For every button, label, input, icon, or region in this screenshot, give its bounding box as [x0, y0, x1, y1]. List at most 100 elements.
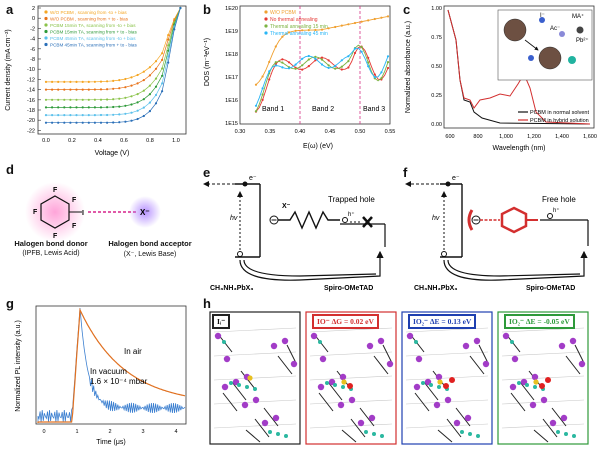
panel-b-xlabel: E(ω) (eV)	[303, 143, 333, 150]
fullerene-icon	[503, 18, 527, 42]
panel-b-curves	[254, 15, 390, 113]
panel-g-air-curve	[37, 307, 186, 423]
hv-label: hv	[432, 215, 440, 222]
panel-b-ytick: 1E18	[225, 52, 238, 58]
panel-a-series	[46, 7, 181, 83]
free-hole-dot	[547, 213, 553, 219]
panel-a-ytick: -18	[27, 108, 35, 114]
panel-label-f: f	[403, 165, 408, 180]
h-bond	[327, 381, 343, 401]
panel-a-ytick: -4	[30, 37, 35, 43]
h-atom-purple	[578, 360, 586, 368]
panel-c-inset: I⁻ MA⁺ Ac⁻ Pb²⁺	[497, 9, 593, 81]
panel-h-structures	[209, 311, 589, 445]
panel-a-ytick: -16	[27, 98, 35, 104]
h-atom-purple	[464, 414, 472, 422]
h-atom-purple	[453, 419, 461, 427]
h-atom-purple	[560, 414, 568, 422]
h-atom-teal	[237, 383, 241, 387]
h-atom-purple	[433, 401, 441, 409]
h-atom-iodine	[341, 379, 347, 385]
panel-c-xtick: 1,200	[527, 134, 541, 140]
panel-a-ytick: -10	[27, 67, 35, 73]
panel-c-frame	[443, 5, 595, 129]
panel-label-b: b	[203, 2, 211, 17]
h-bond	[551, 407, 567, 427]
panel-b-series	[255, 44, 389, 112]
panel-b-frame	[239, 5, 391, 125]
h-atom-purple	[339, 373, 347, 381]
h-box-2: IO⁻ ΔG = 0.02 eV	[312, 314, 379, 329]
panel-c-curves	[447, 9, 591, 125]
h-atom-purple	[377, 337, 385, 345]
h-atom-purple	[261, 419, 269, 427]
h-bond	[222, 392, 238, 412]
panel-a-series	[46, 7, 181, 124]
panel-c-ytick: 0.75	[431, 35, 442, 41]
panel-a-ytick: 2	[32, 6, 35, 12]
panel-a-ytick: 0	[32, 16, 35, 22]
panel-b-xticks: 0.30 0.35 0.40 0.45 0.50 0.55	[235, 129, 396, 135]
inset-label-pb: Pb²⁺	[576, 37, 589, 44]
panel-c-legend-0: PCBM in normal solvent	[530, 110, 589, 116]
h-atom-purple	[558, 342, 566, 350]
panel-b-ylabel: DOS (m⁻³eV⁻¹)	[204, 38, 211, 86]
acceptor-sub: (X⁻, Lewis Base)	[123, 251, 177, 258]
h-atom-oxygen	[443, 383, 449, 389]
panel-b-ytick: 1E17	[225, 75, 238, 81]
panel-a-xtick: 0.0	[42, 138, 50, 144]
panel-b-legend-item: Thermal annealing 15 min	[270, 24, 328, 30]
h-atom-teal	[380, 434, 384, 438]
panel-a-series	[46, 7, 181, 101]
h-atom-teal	[468, 432, 472, 436]
panel-label-e: e	[203, 165, 211, 180]
h-atom-teal	[276, 432, 280, 436]
panel-a-ytick: -22	[27, 128, 35, 134]
h-bond	[245, 429, 261, 443]
panel-c-legend: PCBM in normal solvent PCBM in hybrid so…	[518, 110, 589, 124]
h-bond	[254, 418, 270, 438]
anion-label: X⁻	[282, 203, 291, 210]
h-bond	[469, 355, 485, 375]
panel-b-xtick: 0.35	[265, 129, 276, 135]
red-bracket	[467, 209, 474, 231]
h-atom-teal	[253, 387, 257, 391]
h-atom-purple	[317, 383, 325, 391]
h-bond	[478, 344, 489, 364]
h-atom-purple	[509, 383, 517, 391]
panel-g-xtick: 0	[42, 429, 45, 435]
panel-b-ytick: 1E16	[225, 98, 238, 104]
trapped-hole-label: Trapped hole	[328, 195, 375, 204]
h-atom-teal	[325, 381, 329, 385]
h-bond	[414, 392, 430, 412]
panel-a-xticks: 0.0 0.2 0.4 0.6 0.8 1.0	[42, 138, 180, 144]
donor-sub: (IPFB, Lewis Acid)	[22, 250, 80, 257]
panel-c-ytick: 0.00	[431, 122, 442, 128]
acceptor-glow	[129, 196, 161, 228]
panel-a-xtick: 0.2	[68, 138, 76, 144]
h-atom-purple	[214, 332, 222, 340]
hole-label: h⁺	[553, 207, 560, 214]
panel-g-xtick: 4	[174, 429, 177, 435]
h-atom-teal	[510, 340, 514, 344]
panel-g-xlabel: Time (μs)	[96, 439, 125, 446]
panel-c-chart: 1.00 0.75 0.50 0.25 0.00 600 800 1,000 1,200 1,4…	[405, 5, 597, 152]
panel-b-band1: Band 1	[262, 106, 284, 113]
loop-arrow	[443, 250, 588, 281]
panel-a-legend-item: W/O PCBM , scanning from + to - bias	[50, 16, 129, 21]
h-atom-teal	[229, 381, 233, 385]
h-bond	[455, 407, 471, 427]
h-atom-purple	[310, 332, 318, 340]
panel-a-ytick: -2	[30, 26, 35, 32]
perovskite-label: CH₃NH₃PbX₃	[414, 285, 458, 292]
panel-b-xtick: 0.45	[325, 129, 336, 135]
atom-i: I	[82, 210, 84, 217]
panel-g-xtick: 2	[108, 429, 111, 435]
panel-a-xtick: 0.6	[120, 138, 128, 144]
h-atom-teal	[372, 432, 376, 436]
h-bond	[565, 355, 581, 375]
panel-c-ytick: 0.25	[431, 93, 442, 99]
panel-c-xtick: 1,400	[555, 134, 569, 140]
panel-b-ytick: 1E20	[225, 6, 238, 12]
